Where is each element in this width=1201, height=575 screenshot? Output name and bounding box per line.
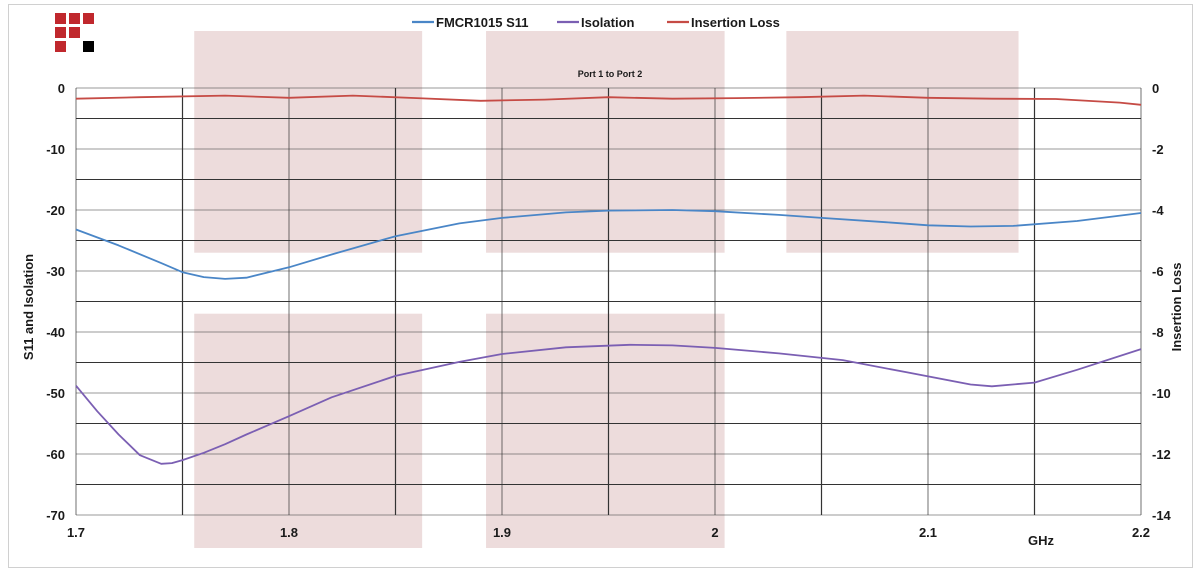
logo-square [55,41,66,52]
x-tick-label: 2 [711,525,718,540]
y2-axis-title: Insertion Loss [1169,263,1184,352]
y-axis-title: S11 and Isolation [21,254,36,360]
y2-tick-label: -2 [1152,142,1164,157]
y2-tick-label: -8 [1152,325,1164,340]
series-layer [75,94,1142,465]
series-line-1 [75,343,1142,465]
logo-square [55,13,66,24]
logo-square [83,13,94,24]
y-tick-label: -20 [46,203,65,218]
grid [75,87,1142,516]
x-tick-label: 2.2 [1132,525,1150,540]
y-tick-label: -50 [46,386,65,401]
y2-tick-label: -12 [1152,447,1171,462]
y-tick-label: 0 [58,81,65,96]
logo-square [69,27,80,38]
axis-labels: 0 -10 -20 -30 -40 -50 -60 -70 0 -2 -4 -6 -8 -10 -12 -14… [46,81,1171,540]
x-tick-label: 1.9 [493,525,511,540]
chart: 0 -10 -20 -30 -40 -50 -60 -70 0 -2 -4 -6 -8 -10 -12 -14… [21,13,1184,548]
y2-tick-label: 0 [1152,81,1159,96]
y-tick-label: -10 [46,142,65,157]
y-tick-label: -40 [46,325,65,340]
highlight-bands [194,31,1019,548]
chart-frame: 0 -10 -20 -30 -40 -50 -60 -70 0 -2 -4 -6 -8 -10 -12 -14… [8,4,1193,568]
highlight-band [786,31,1019,253]
y2-tick-label: -14 [1152,508,1172,523]
logo-square [55,27,66,38]
x-tick-label: 1.7 [67,525,85,540]
legend-label: Isolation [581,15,635,30]
highlight-band [486,313,725,548]
legend-label: FMCR1015 S11 [436,15,529,30]
y2-tick-label: -10 [1152,386,1171,401]
legend: FMCR1015 S11 Isolation Insertion Loss [412,15,780,30]
x-tick-label: 1.8 [280,525,298,540]
x-axis-title: GHz [1028,533,1055,548]
series-line-0 [75,209,1142,280]
highlight-band [194,31,423,253]
y2-tick-label: -4 [1152,203,1164,218]
y-tick-label: -30 [46,264,65,279]
series-line-2 [75,94,1142,106]
x-tick-label: 2.1 [919,525,937,540]
legend-label: Insertion Loss [691,15,780,30]
logo [55,13,94,52]
logo-square [69,13,80,24]
logo-square-dark [83,41,94,52]
highlight-band [486,31,725,253]
highlight-band [194,313,423,548]
annotation-label: Port 1 to Port 2 [578,69,643,79]
y-tick-label: -60 [46,447,65,462]
y-tick-label: -70 [46,508,65,523]
y2-tick-label: -6 [1152,264,1164,279]
